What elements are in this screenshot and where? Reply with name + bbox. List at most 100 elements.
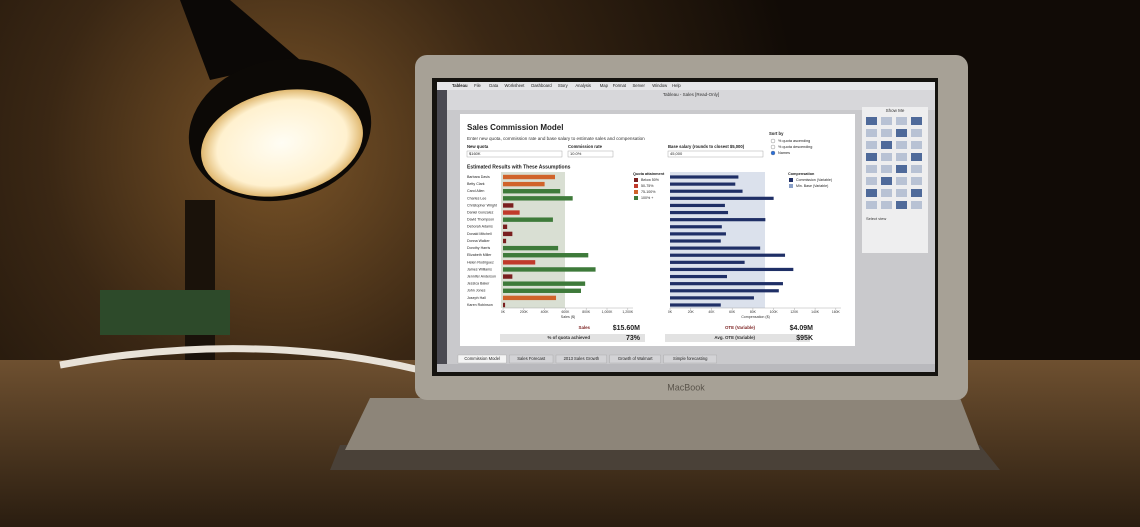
laptop-keyboard-deck [345,398,980,450]
comp-bar [670,267,794,272]
control-label: Base salary (rounds to closest $5,000) [668,144,745,149]
legend-title: Compensation [788,172,815,176]
comp-bar [670,210,729,215]
control-label: Commission rate [568,144,603,149]
tab-label[interactable]: 2013 Sales Growth [564,356,600,361]
show-me-icon [881,177,892,185]
axis-label: Compensation ($) [741,315,770,319]
lamp-pole [185,200,215,360]
show-me-icon [911,189,922,197]
tick-label: 40K [708,310,715,314]
legend-label: Commission (Variable) [796,178,832,182]
toolbar [447,90,935,110]
tick-label: 1,000K [602,310,613,314]
comp-bar [670,218,766,222]
menu-item: Data [489,83,499,88]
row-name: David Thompson [467,218,494,222]
laptop-brand: MacBook [667,382,705,392]
show-me-icon [896,201,907,209]
legend-title: Quota attainment [633,172,665,176]
menu-item: Dashboard [531,83,552,88]
show-me-icon [866,117,877,125]
row-name: Barbara Davis [467,175,490,179]
tab-label[interactable]: Simple forecasting [673,356,708,361]
tab-label[interactable]: Sales Forecast [517,356,546,361]
lamp-light [201,89,363,197]
legend-label: 100% + [641,196,653,200]
kpi-value: $15.60M [613,325,640,332]
sort-radio [770,144,776,150]
comp-bar [670,282,783,286]
show-me-icon [881,153,892,161]
row-name: Joseph Hall [467,296,486,300]
tick-label: 200K [520,310,529,314]
sort-option: % quota descending [778,145,812,149]
show-me-icon [866,177,877,185]
tab-label[interactable]: Commission Model [464,356,500,361]
sort-label: Sort by [769,131,784,136]
sales-bar [503,245,559,251]
show-me-icon [896,141,907,149]
tick-label: 1,200K [622,310,633,314]
kpi-label: % of quota achieved [548,335,591,340]
menu-item: Format [613,83,627,88]
show-me-icon [881,165,892,173]
section-title: Estimated Results with These Assumptions [467,164,571,170]
control-value: 45,000 [670,151,683,156]
tick-label: 160K [832,310,841,314]
comp-bar [670,182,736,186]
sales-bar [503,203,514,208]
tab[interactable] [663,354,717,364]
legend-swatch [634,190,638,194]
screen: Tableau - Sales [Read-Only] Sales Commis… [437,82,935,372]
tick-label: 600K [561,310,570,314]
sort-option: % quota ascending [778,139,810,143]
sort-radio [770,150,776,156]
sort-option: Names [778,151,790,155]
sales-bar [503,302,506,308]
cable [59,345,421,374]
laptop-base [330,445,1000,470]
show-me-icon [866,165,877,173]
show-me-icon [881,129,892,137]
tab-label[interactable]: Growth of Walmart [618,356,654,361]
show-me-icon [881,201,892,209]
legend-label: Below 50% [641,178,660,182]
legend-swatch [789,184,793,188]
row-name: Karen Robinson [467,303,493,307]
control-input [466,150,563,158]
row-name: Dorothy Harris [467,246,490,250]
status-bar [437,364,935,372]
window-title: Tableau - Sales [Read-Only] [663,92,719,97]
menu-item: Story [558,83,569,88]
show-me-title: Show Me [886,108,905,113]
row-name: Deborah Adams [467,225,493,229]
menu-item: Server [633,83,646,88]
circuit-board [100,290,230,335]
comp-bar [670,196,774,200]
control-input [567,150,614,158]
row-name: Daniel Gonzalez [467,211,494,215]
legend-swatch [634,184,638,188]
tick-label: 60K [729,310,736,314]
tab[interactable] [609,354,661,364]
control-value: $160K [469,151,481,156]
tick-label: 400K [541,310,550,314]
tick-label: 20K [688,310,695,314]
tab[interactable] [509,354,554,364]
menu-item: Tableau [452,83,468,88]
comp-bar [670,203,725,208]
show-me-icon [911,141,922,149]
show-me-icon [911,177,922,185]
menu-item: Help [672,83,681,88]
control-value: 10.0% [570,151,582,156]
row-name: Charles Lee [467,196,486,200]
sales-bar [503,189,561,194]
kpi-value: 73% [626,335,641,342]
row-name: Betty Clark [467,182,485,186]
menu-item: Analysis [575,83,591,88]
legend-swatch [789,178,793,182]
tab[interactable] [457,354,507,364]
tab[interactable] [555,354,607,364]
row-name: Donna Walker [467,239,490,243]
